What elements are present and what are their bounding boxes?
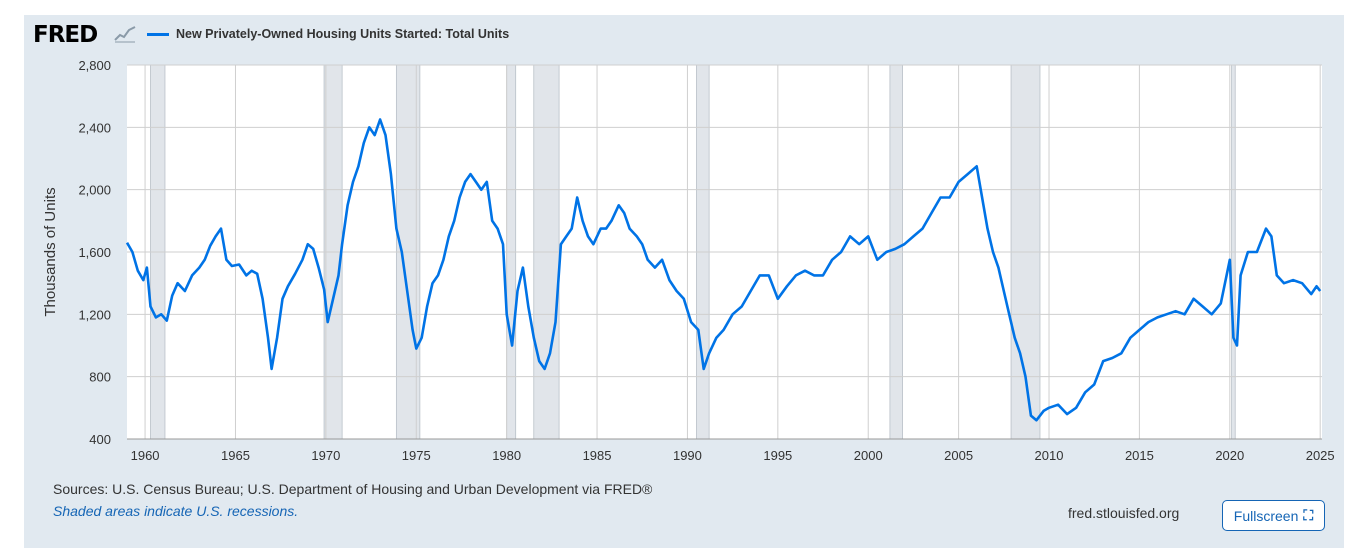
sources-text: Sources: U.S. Census Bureau; U.S. Depart… xyxy=(53,481,653,497)
y-tick-label: 2,400 xyxy=(78,120,111,135)
x-tick-label: 2005 xyxy=(944,448,973,463)
x-tick-label: 1975 xyxy=(402,448,431,463)
site-url[interactable]: fred.stlouisfed.org xyxy=(1068,505,1180,521)
fred-logo[interactable]: FRED xyxy=(33,22,98,48)
y-tick-label: 1,200 xyxy=(78,307,111,322)
x-tick-label: 1995 xyxy=(763,448,792,463)
y-tick-label: 800 xyxy=(89,370,111,385)
x-tick-label: 2025 xyxy=(1306,448,1335,463)
fullscreen-button[interactable]: Fullscreen ⛶ xyxy=(1222,500,1325,531)
line-chart[interactable]: 400 800 1,200 1,600 2,000 2,400 2,800 1960 1965 1… xyxy=(0,0,1372,475)
y-tick-label: 400 xyxy=(89,432,111,447)
legend-swatch xyxy=(147,32,169,36)
x-tick-label: 2015 xyxy=(1125,448,1154,463)
series-line[interactable] xyxy=(125,118,1322,422)
x-tick-label: 2000 xyxy=(854,448,883,463)
y-tick-label: 2,800 xyxy=(78,58,111,73)
fullscreen-label: Fullscreen xyxy=(1233,507,1299,524)
x-tick-label: 1965 xyxy=(221,448,250,463)
y-axis-label: Thousands of Units xyxy=(42,187,59,316)
x-tick-label: 1990 xyxy=(673,448,702,463)
legend-series-label: New Privately-Owned Housing Units Starte… xyxy=(176,27,510,41)
series-layer xyxy=(125,118,1322,422)
x-tick-label: 1970 xyxy=(311,448,340,463)
expand-icon: ⛶ xyxy=(1303,507,1314,523)
axes: 400 800 1,200 1,600 2,000 2,400 2,800 1960 1965 1… xyxy=(78,58,1334,463)
chart-legend: New Privately-Owned Housing Units Starte… xyxy=(147,27,509,41)
x-tick-label: 1985 xyxy=(583,448,612,463)
y-tick-label: 1,600 xyxy=(78,245,111,260)
recession-note: Shaded areas indicate U.S. recessions. xyxy=(53,503,299,519)
y-tick-label: 2,000 xyxy=(78,183,111,198)
x-tick-label: 1980 xyxy=(492,448,521,463)
graph-icon xyxy=(114,26,136,43)
x-tick-label: 2020 xyxy=(1215,448,1244,463)
x-tick-label: 2010 xyxy=(1035,448,1064,463)
x-tick-label: 1960 xyxy=(131,448,160,463)
